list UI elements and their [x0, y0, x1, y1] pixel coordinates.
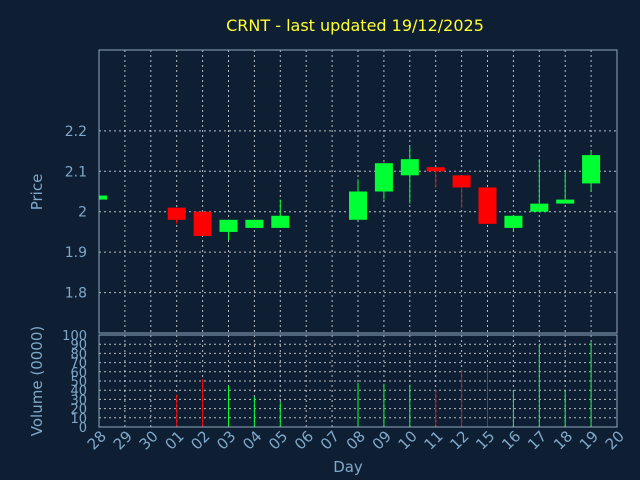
- price-tick-label: 1.8: [65, 286, 87, 302]
- day-tick-label: 12: [446, 427, 472, 453]
- volume-tick-label: 50: [70, 375, 87, 390]
- candle-body-03: [219, 219, 238, 232]
- day-tick-label: 15: [472, 427, 498, 453]
- day-tick-label: 06: [291, 427, 317, 453]
- candle-body-12: [452, 175, 471, 188]
- x-axis-label: Day: [333, 458, 363, 476]
- day-tick-label: 05: [265, 427, 291, 453]
- price-tick-label: 1.9: [65, 245, 87, 261]
- day-tick-label: 18: [550, 427, 576, 453]
- candles: [98, 147, 601, 241]
- volume-tick-label: 30: [70, 393, 87, 408]
- day-tick-label: 10: [395, 427, 421, 453]
- price-tick-label: 2.2: [65, 124, 87, 140]
- candle-body-11: [426, 167, 445, 172]
- volume-tick-label: 20: [70, 403, 87, 418]
- volume-bars: [176, 342, 592, 427]
- volume-tick-label: 80: [70, 347, 87, 362]
- price-plot-frame: [98, 49, 618, 334]
- candle-body-04: [245, 219, 264, 228]
- volume-axis-label: Volume (0000): [28, 326, 46, 436]
- day-tick-label: 11: [420, 427, 446, 453]
- candle-body-15: [478, 187, 497, 224]
- day-tick-label: 17: [524, 427, 550, 453]
- day-tick-label: 29: [110, 427, 136, 453]
- price-axis-label: Price: [28, 174, 46, 211]
- volume-tick-label: 100: [62, 329, 87, 344]
- candle-body-08: [349, 191, 367, 220]
- price-tick-label: 2: [78, 205, 87, 221]
- day-tick-label: 16: [498, 427, 524, 453]
- candle-body-05: [271, 215, 290, 228]
- candle-body-19: [582, 155, 601, 184]
- volume-tick-label: 60: [70, 366, 87, 381]
- day-tick-label: 07: [317, 427, 343, 453]
- price-tick-label: 2.1: [65, 164, 87, 180]
- volume-tick-label: 90: [70, 338, 87, 353]
- volume-tick-label: 0: [79, 421, 87, 436]
- price-axis: 1.8 1.9 2 2.1 2.2: [65, 124, 87, 302]
- candle-body-01: [167, 207, 186, 220]
- day-tick-label: 08: [343, 427, 369, 453]
- day-tick-label: 02: [187, 427, 213, 453]
- day-tick-label: 03: [213, 427, 239, 453]
- day-tick-label: 04: [239, 427, 265, 453]
- candle-body-18: [556, 199, 575, 204]
- chart-title: CRNT - last updated 19/12/2025: [226, 16, 484, 35]
- volume-tick-label: 70: [70, 357, 87, 372]
- candle-body-17: [530, 203, 549, 212]
- candle-body-28: [99, 195, 107, 200]
- day-tick-label: 30: [136, 427, 162, 453]
- candle-body-09: [374, 163, 393, 192]
- volume-tick-label: 40: [70, 384, 87, 399]
- volume-tick-label: 10: [70, 412, 87, 427]
- candle-body-02: [193, 211, 212, 236]
- volume-plot-frame: [98, 334, 618, 428]
- day-tick-label: 28: [84, 427, 110, 453]
- day-tick-label: 19: [576, 427, 602, 453]
- day-axis: 28 29 30 01 02 03 04 05 06 07 08 09 10 11 12 15 16 17 18 19…: [84, 427, 628, 453]
- day-tick-label: 01: [161, 427, 187, 453]
- day-tick-label: 09: [369, 427, 395, 453]
- day-tick-label: 20: [602, 427, 628, 453]
- candle-body-16: [504, 215, 523, 228]
- candle-body-10: [400, 159, 419, 176]
